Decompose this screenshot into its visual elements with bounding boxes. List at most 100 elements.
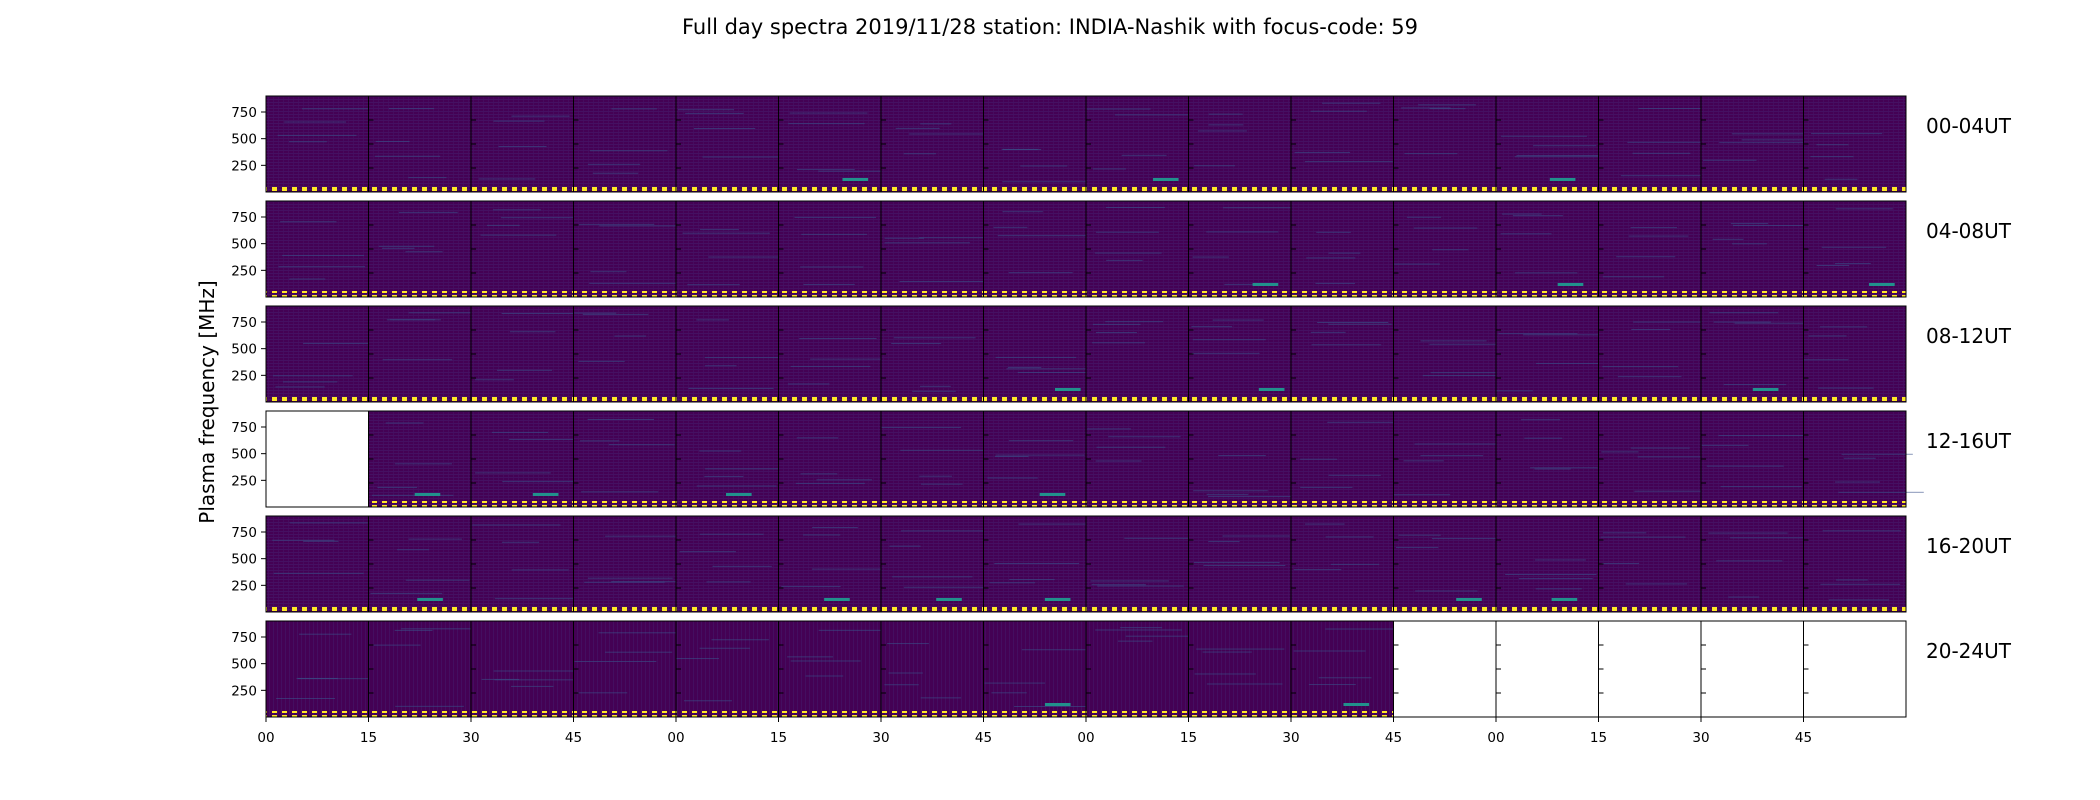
marker-dots xyxy=(1086,711,1189,717)
spectrum-line xyxy=(892,576,973,578)
spectrum-image xyxy=(1188,516,1291,612)
spectrum-panel xyxy=(265,410,369,508)
spectrum-image xyxy=(368,621,471,717)
spectrum-line xyxy=(796,437,839,439)
spectrum-line xyxy=(920,483,963,485)
spectrum-line xyxy=(1523,334,1611,336)
spectrum-line xyxy=(799,338,877,340)
spectrum-line xyxy=(302,108,370,110)
spectrum-line xyxy=(273,572,364,574)
x-tick-label: 30 xyxy=(462,730,479,746)
spectrum-line xyxy=(816,479,872,481)
y-tick-label: 750 xyxy=(231,210,257,226)
marker-dots xyxy=(471,711,574,717)
spectrum-line xyxy=(578,223,655,225)
spectrum-panel xyxy=(1495,620,1599,718)
spectrum-line xyxy=(298,633,352,635)
marker-dots xyxy=(266,291,369,297)
spectrum-burst xyxy=(1551,598,1578,601)
spectrum-line xyxy=(1422,375,1508,377)
spectrum-image xyxy=(573,621,676,717)
spectrum-line xyxy=(509,331,556,333)
spectrum-line xyxy=(405,251,443,253)
marker-dots xyxy=(1291,291,1394,297)
marker-dots xyxy=(1086,291,1189,297)
spectrum-panel xyxy=(1085,95,1189,193)
spectrum-line xyxy=(1020,165,1068,167)
spectrum-line xyxy=(1712,238,1744,240)
spectrum-line xyxy=(1415,590,1478,592)
spectrum-burst xyxy=(842,178,869,181)
spectrum-panel xyxy=(778,95,906,193)
marker-dots xyxy=(1803,396,1906,402)
spectrum-line xyxy=(1631,328,1671,330)
spectrum-image xyxy=(573,306,676,402)
spectrum-line xyxy=(1841,453,1913,455)
marker-dots xyxy=(676,186,779,192)
spectrum-line xyxy=(579,440,620,442)
spectrum-line xyxy=(1637,456,1723,458)
x-tick-label: 00 xyxy=(1077,730,1094,746)
spectrum-line xyxy=(1821,246,1887,248)
spectrum-line xyxy=(581,491,659,493)
spectrum-line xyxy=(1105,321,1164,323)
marker-dots xyxy=(1701,186,1804,192)
spectrum-line xyxy=(280,221,337,223)
spectrum-line xyxy=(272,375,353,377)
marker-dots xyxy=(1496,501,1599,507)
spectrum-image xyxy=(1598,411,1701,507)
spectrum-panel xyxy=(573,305,677,403)
spectrum-panel xyxy=(265,200,369,298)
spectrum-image xyxy=(676,201,779,297)
spectrum-line xyxy=(511,115,570,117)
spectrum-image xyxy=(1188,306,1291,402)
spectrum-line xyxy=(1819,326,1868,328)
marker-dots xyxy=(1496,291,1599,297)
spectrum-line xyxy=(373,644,421,646)
spectrum-line xyxy=(881,426,962,428)
empty-panel xyxy=(1803,621,1906,717)
spectrum-line xyxy=(1224,283,1266,285)
spectrum-line xyxy=(1501,213,1542,215)
spectrum-line xyxy=(1106,259,1143,261)
empty-panel xyxy=(1701,621,1804,717)
spectrum-panel xyxy=(1393,95,1497,193)
row-label: 16-20UT xyxy=(1926,534,2012,558)
spectrum-line xyxy=(693,127,756,129)
spectrum-line xyxy=(1114,114,1189,116)
spectrum-line xyxy=(1007,366,1042,368)
spectrum-image xyxy=(266,621,369,717)
spectrum-line xyxy=(919,475,953,477)
row-label: 20-24UT xyxy=(1926,639,2012,663)
spectrum-line xyxy=(810,358,901,360)
spectrum-line xyxy=(1713,321,1771,323)
marker-dots xyxy=(881,291,984,297)
spectrum-line xyxy=(1393,494,1451,496)
spectrum-panel xyxy=(880,410,990,508)
spectrum-image xyxy=(1086,411,1189,507)
spectrum-line xyxy=(1206,493,1249,495)
spectrum-line xyxy=(611,581,701,583)
marker-dots xyxy=(983,606,1086,612)
spectrum-image xyxy=(983,516,1086,612)
spectrum-image xyxy=(676,621,779,717)
spectrum-line xyxy=(1414,443,1501,445)
marker-dots xyxy=(1291,186,1394,192)
spectrum-panel xyxy=(470,95,574,193)
marker-dots xyxy=(1188,396,1291,402)
spectrum-line xyxy=(1293,569,1342,571)
spectrum-panel xyxy=(1700,95,1813,193)
spectrum-panel xyxy=(675,95,793,193)
spectrum-line xyxy=(297,678,386,680)
marker-dots xyxy=(778,396,881,402)
marker-dots xyxy=(471,186,574,192)
marker-dots xyxy=(368,291,471,297)
spectrum-line xyxy=(708,256,783,258)
spectrum-line xyxy=(884,684,919,686)
spectrum-line xyxy=(1206,231,1279,233)
spectrum-line xyxy=(1300,486,1353,488)
spectrum-line xyxy=(1009,579,1055,581)
spectrum-panel xyxy=(778,515,899,613)
spectrum-burst xyxy=(1752,388,1779,391)
